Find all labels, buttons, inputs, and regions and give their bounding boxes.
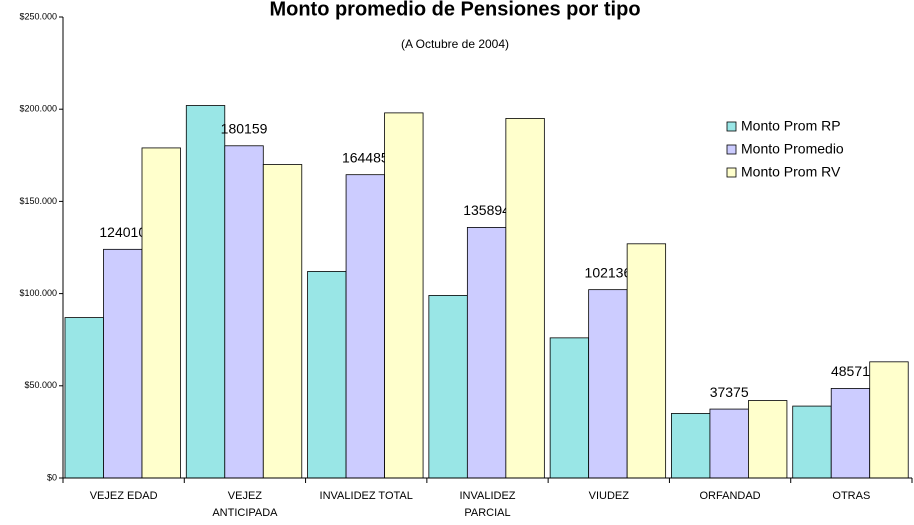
data-label: 37375 (710, 384, 749, 400)
bar (64, 317, 104, 479)
legend-label: Monto Prom RP (741, 118, 841, 134)
y-tick-label: $150.000 (19, 196, 57, 206)
data-label: 124010 (99, 224, 146, 240)
legend-swatch (726, 121, 737, 132)
chart-title: Monto promedio de Pensiones por tipo (269, 0, 640, 20)
data-label: 135894 (463, 202, 510, 218)
bar (588, 289, 628, 479)
bar (549, 337, 590, 479)
y-tick-label: $200.000 (19, 104, 57, 114)
bar (505, 118, 545, 479)
chart-subtitle: (A Octubre de 2004) (401, 37, 509, 51)
y-tick-label: $0 (47, 472, 57, 482)
y-tick-label: $50.000 (24, 380, 57, 390)
bar (103, 248, 143, 479)
legend-swatch (726, 167, 737, 178)
y-tick-label: $250.000 (19, 11, 57, 21)
data-label: 48571 (831, 363, 870, 379)
bar (428, 295, 468, 479)
bar (869, 361, 909, 479)
x-tick-label: VIUDEZ (588, 490, 629, 502)
bar (307, 271, 347, 479)
x-tick-label: INVALIDEZ PARCIAL (459, 490, 516, 519)
x-tick-label: OTRAS (832, 490, 871, 502)
bar (345, 174, 385, 479)
x-tick-label: VEJEZ ANTICIPADA (212, 490, 278, 519)
legend-label: Monto Promedio (741, 141, 844, 157)
data-label: 164485 (342, 149, 389, 165)
bar (384, 112, 424, 479)
legend-label: Monto Prom RV (741, 164, 841, 180)
x-tick-label: ORFANDAD (699, 490, 761, 502)
bar (830, 388, 871, 479)
data-label: 102136 (585, 264, 632, 280)
bar (792, 405, 832, 479)
bar (185, 105, 226, 479)
bar (262, 164, 303, 479)
bar (626, 243, 667, 479)
bar (709, 408, 749, 479)
y-tick-label: $100.000 (19, 288, 57, 298)
x-tick-label: INVALIDEZ TOTAL (319, 490, 413, 502)
legend-swatch (726, 144, 737, 155)
bar (466, 227, 507, 479)
bar (224, 145, 264, 479)
x-tick-label: VEJEZ EDAD (89, 490, 158, 502)
bar (748, 400, 788, 479)
data-label: 180159 (221, 120, 268, 136)
bar (141, 147, 181, 479)
bar (671, 413, 711, 479)
